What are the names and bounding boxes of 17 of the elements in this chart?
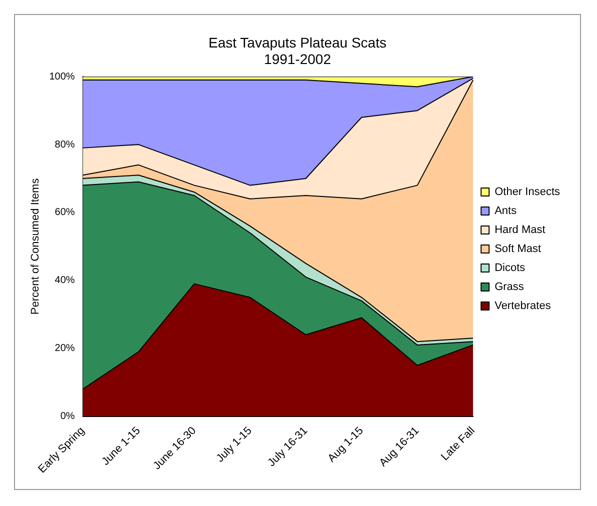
- legend-label: Ants: [494, 205, 518, 218]
- legend-label: Dicots: [494, 262, 526, 274]
- y-tick-label: 20%: [54, 343, 75, 354]
- legend-label: Soft Mast: [494, 243, 542, 256]
- chart-subtitle: 1991-2002: [264, 51, 332, 68]
- legend-label: Hard Mast: [494, 224, 546, 236]
- chart-title: East Tavaputs Plateau Scats: [208, 34, 386, 50]
- legend-label: Other Insects: [494, 186, 560, 198]
- y-tick-label: 80%: [54, 139, 75, 150]
- legend-label: Vertebrates: [494, 300, 552, 312]
- y-tick-label: 60%: [54, 207, 75, 218]
- x-tick-label: Late Fall: [439, 424, 478, 464]
- legend-label: Grass: [494, 281, 524, 294]
- y-tick-label: 0%: [60, 411, 75, 422]
- y-axis-title: Percent of Consumed Items: [30, 178, 42, 315]
- y-tick-label: 100%: [49, 71, 75, 82]
- y-tick-label: 40%: [54, 275, 75, 286]
